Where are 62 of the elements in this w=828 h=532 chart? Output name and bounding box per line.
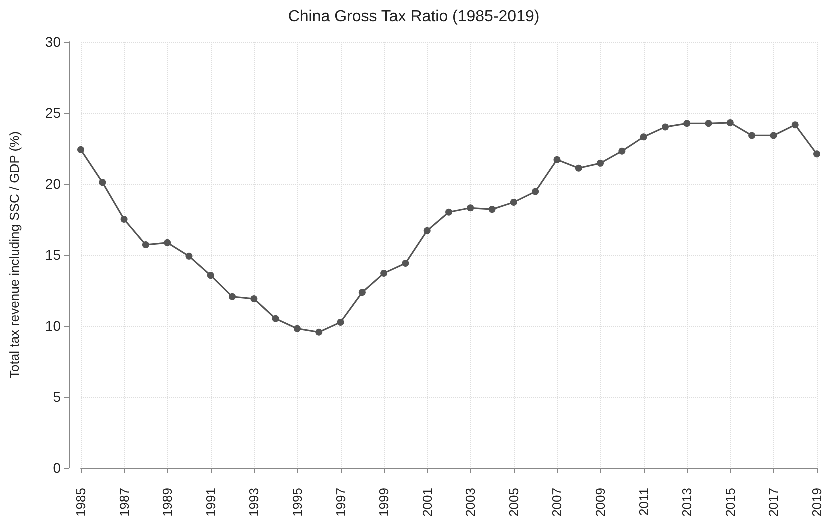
y-tick-label: 25 (45, 105, 62, 121)
x-tick-label: 1987 (116, 488, 132, 517)
point (316, 328, 323, 336)
x-tick-label: 2019 (810, 488, 824, 517)
x-tick-label: 1989 (160, 488, 176, 517)
y-tick-label: 0 (53, 460, 62, 476)
point (770, 132, 778, 140)
point (467, 204, 474, 212)
point (662, 124, 669, 131)
chart-title: China Gross Tax Ratio (1985-2019) (288, 8, 540, 26)
point (510, 198, 518, 206)
x-tick-label: 1997 (333, 488, 348, 517)
x-tick-label: 1985 (74, 488, 88, 517)
x-tick-label: 2001 (420, 488, 435, 517)
point (640, 134, 648, 141)
point (684, 120, 691, 128)
point (726, 119, 734, 126)
point (792, 122, 799, 129)
point (207, 272, 214, 280)
point (186, 252, 193, 260)
point (99, 179, 106, 186)
x-tick-label: 2017 (766, 488, 782, 517)
point (618, 148, 626, 155)
y-axis-title: Total tax revenue including SSC / GDP (%) (7, 132, 22, 378)
y-tick-label: 30 (45, 34, 62, 50)
point (705, 120, 712, 128)
point (814, 150, 820, 158)
x-tick-label: 1991 (203, 488, 218, 517)
point (575, 164, 582, 172)
y-tick-label: 10 (45, 318, 62, 334)
y-tick-label: 15 (45, 247, 62, 263)
x-tick-label: 2013 (680, 488, 695, 517)
point (142, 242, 150, 249)
x-tick-label: 1995 (290, 488, 305, 517)
x-tick-label: 2011 (636, 488, 652, 516)
point (164, 239, 172, 246)
point (532, 188, 540, 196)
point (597, 160, 604, 167)
point (229, 293, 236, 300)
x-tick-label: 1999 (376, 488, 392, 517)
point (748, 132, 756, 140)
x-tick-label: 2009 (593, 488, 608, 517)
point (488, 206, 496, 214)
y-tick-label: 20 (45, 176, 62, 192)
y-tick-label: 5 (53, 389, 62, 405)
point (424, 227, 431, 234)
point (272, 315, 280, 322)
point (402, 260, 410, 268)
point (554, 156, 561, 164)
point (380, 270, 388, 277)
x-tick-label: 2015 (722, 488, 738, 517)
point (294, 325, 301, 332)
x-tick-label: 2007 (550, 488, 565, 517)
point (120, 216, 128, 223)
point (250, 296, 258, 303)
x-tick-label: 2003 (463, 488, 478, 517)
point (358, 289, 366, 296)
point (337, 318, 344, 326)
point (446, 208, 452, 216)
x-tick-label: 2005 (506, 488, 522, 517)
point (78, 146, 84, 154)
x-tick-label: 1993 (246, 488, 262, 517)
